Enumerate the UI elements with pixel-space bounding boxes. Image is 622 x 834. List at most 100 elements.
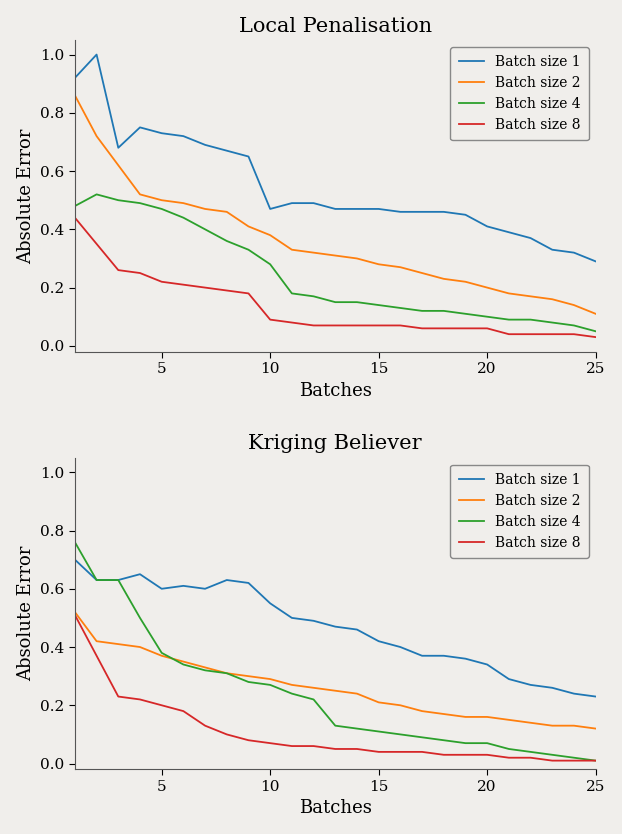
Batch size 4 xyxy=(93,189,100,199)
Batch size 4 xyxy=(375,726,383,736)
X-axis label: Batches: Batches xyxy=(299,799,372,817)
Batch size 8 xyxy=(592,756,600,766)
Batch size 1 xyxy=(375,636,383,646)
Batch size 8 xyxy=(158,701,165,711)
Batch size 2 xyxy=(93,636,100,646)
Batch size 1 xyxy=(527,680,534,690)
Batch size 8 xyxy=(93,651,100,661)
Batch size 8 xyxy=(266,314,274,324)
Batch size 1 xyxy=(180,580,187,590)
Batch size 4 xyxy=(549,750,556,760)
Batch size 1 xyxy=(462,654,469,664)
Batch size 4 xyxy=(440,736,447,746)
Batch size 1 xyxy=(549,244,556,254)
Batch size 2 xyxy=(288,680,295,690)
Batch size 2 xyxy=(419,706,426,716)
Batch size 8 xyxy=(462,750,469,760)
Batch size 4 xyxy=(570,753,578,763)
Batch size 8 xyxy=(440,750,447,760)
Batch size 8 xyxy=(353,320,361,330)
Batch size 1 xyxy=(288,198,295,208)
Batch size 4 xyxy=(397,303,404,313)
Batch size 2 xyxy=(549,721,556,731)
Batch size 4 xyxy=(332,721,339,731)
Title: Local Penalisation: Local Penalisation xyxy=(239,17,432,36)
Batch size 2 xyxy=(114,160,122,170)
Batch size 1 xyxy=(419,651,426,661)
Batch size 1 xyxy=(158,128,165,138)
Batch size 4 xyxy=(462,309,469,319)
Batch size 4 xyxy=(527,747,534,757)
Batch size 2 xyxy=(158,195,165,205)
Line: Batch size 8: Batch size 8 xyxy=(75,615,596,761)
Title: Kriging Believer: Kriging Believer xyxy=(248,435,422,454)
Batch size 4 xyxy=(592,756,600,766)
Batch size 2 xyxy=(375,259,383,269)
Batch size 1 xyxy=(114,575,122,585)
Batch size 4 xyxy=(592,326,600,336)
Batch size 1 xyxy=(440,651,447,661)
Batch size 1 xyxy=(202,584,209,594)
Batch size 4 xyxy=(353,297,361,307)
Batch size 2 xyxy=(136,642,144,652)
Batch size 4 xyxy=(353,724,361,734)
Batch size 8 xyxy=(114,265,122,275)
Batch size 8 xyxy=(71,213,78,223)
Batch size 1 xyxy=(505,674,513,684)
Batch size 8 xyxy=(288,741,295,751)
Batch size 2 xyxy=(397,262,404,272)
Line: Batch size 1: Batch size 1 xyxy=(75,54,596,261)
Line: Batch size 4: Batch size 4 xyxy=(75,542,596,761)
Batch size 4 xyxy=(419,306,426,316)
Batch size 4 xyxy=(223,236,231,246)
Batch size 2 xyxy=(244,221,252,231)
Batch size 8 xyxy=(244,289,252,299)
Batch size 1 xyxy=(71,73,78,83)
Batch size 1 xyxy=(570,689,578,699)
Batch size 1 xyxy=(158,584,165,594)
Batch size 4 xyxy=(570,320,578,330)
Batch size 2 xyxy=(223,668,231,678)
Batch size 2 xyxy=(180,198,187,208)
Batch size 4 xyxy=(136,613,144,623)
Batch size 4 xyxy=(202,224,209,234)
Batch size 4 xyxy=(71,537,78,547)
Batch size 8 xyxy=(310,741,317,751)
Batch size 1 xyxy=(483,660,491,670)
Batch size 8 xyxy=(440,324,447,334)
Batch size 4 xyxy=(310,695,317,705)
Batch size 8 xyxy=(223,730,231,740)
Batch size 8 xyxy=(266,738,274,748)
Batch size 2 xyxy=(310,683,317,693)
Batch size 8 xyxy=(505,329,513,339)
Batch size 2 xyxy=(570,721,578,731)
Batch size 4 xyxy=(114,195,122,205)
Batch size 8 xyxy=(570,756,578,766)
Line: Batch size 2: Batch size 2 xyxy=(75,95,596,314)
Batch size 1 xyxy=(136,569,144,579)
Legend: Batch size 1, Batch size 2, Batch size 4, Batch size 8: Batch size 1, Batch size 2, Batch size 4… xyxy=(450,465,588,558)
Batch size 8 xyxy=(527,753,534,763)
Batch size 2 xyxy=(202,662,209,672)
Batch size 4 xyxy=(71,201,78,211)
Batch size 8 xyxy=(419,324,426,334)
Batch size 8 xyxy=(483,750,491,760)
Batch size 8 xyxy=(397,747,404,757)
Batch size 4 xyxy=(505,744,513,754)
Batch size 1 xyxy=(353,625,361,635)
Line: Batch size 4: Batch size 4 xyxy=(75,194,596,331)
Batch size 2 xyxy=(570,300,578,310)
Batch size 4 xyxy=(527,314,534,324)
Batch size 1 xyxy=(483,221,491,231)
Batch size 1 xyxy=(93,575,100,585)
Batch size 4 xyxy=(288,689,295,699)
Batch size 8 xyxy=(244,736,252,746)
Batch size 4 xyxy=(180,660,187,670)
Batch size 2 xyxy=(483,283,491,293)
Batch size 2 xyxy=(440,274,447,284)
Batch size 8 xyxy=(136,268,144,278)
Batch size 8 xyxy=(202,721,209,731)
Batch size 8 xyxy=(483,324,491,334)
Batch size 4 xyxy=(505,314,513,324)
Batch size 1 xyxy=(505,227,513,237)
